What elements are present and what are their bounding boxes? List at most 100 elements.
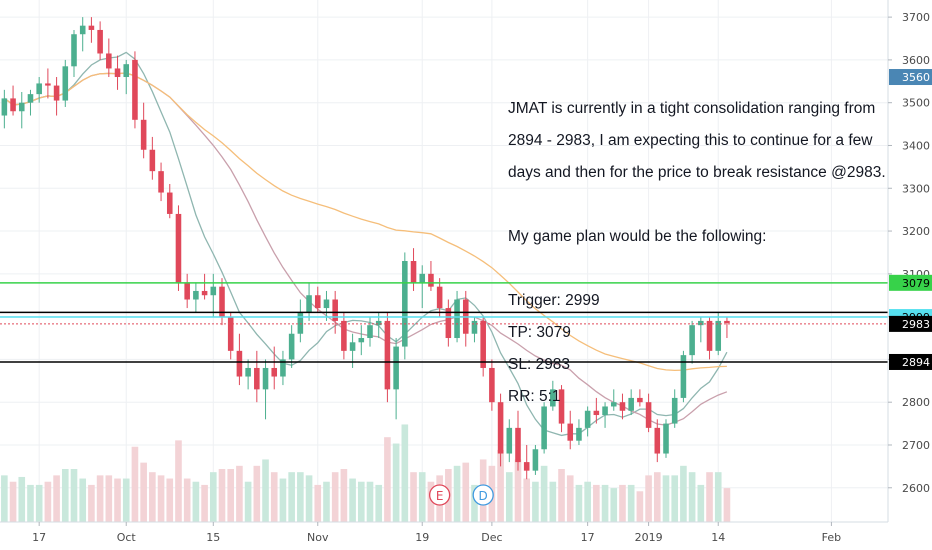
candle[interactable] [637, 389, 643, 407]
candle[interactable] [628, 389, 634, 416]
candle[interactable] [489, 359, 495, 411]
candle[interactable] [297, 299, 304, 343]
candle-body[interactable] [523, 462, 530, 471]
candle-body[interactable] [314, 295, 321, 309]
candle[interactable] [497, 393, 504, 467]
candle-body[interactable] [454, 299, 460, 339]
candle[interactable] [149, 136, 156, 180]
candle-body[interactable] [201, 290, 208, 296]
horizontal-levels[interactable] [0, 282, 888, 363]
candle[interactable] [271, 346, 278, 390]
candle-body[interactable] [671, 397, 678, 424]
candle[interactable] [619, 393, 626, 420]
candle-body[interactable] [567, 423, 574, 441]
candle-body[interactable] [193, 290, 199, 300]
candle[interactable] [419, 265, 426, 309]
candle[interactable] [114, 55, 121, 90]
candle-body[interactable] [79, 25, 86, 35]
candle[interactable] [184, 273, 190, 309]
event-marker[interactable]: E [428, 484, 451, 506]
candle[interactable] [79, 17, 86, 52]
candle[interactable] [576, 419, 582, 445]
candle-body[interactable] [297, 312, 304, 334]
candle-body[interactable] [619, 402, 626, 411]
candle-body[interactable] [645, 402, 652, 428]
candle[interactable] [724, 316, 730, 339]
candle[interactable] [88, 17, 95, 43]
candle-body[interactable] [471, 320, 478, 334]
candle-body[interactable] [698, 320, 704, 326]
candle-body[interactable] [236, 350, 243, 377]
candle-body[interactable] [367, 325, 373, 339]
candle[interactable] [663, 419, 669, 458]
candle[interactable] [262, 359, 269, 420]
candle[interactable] [123, 59, 130, 95]
candle[interactable] [10, 85, 16, 116]
candle[interactable] [254, 350, 260, 403]
candle-body[interactable] [36, 83, 42, 95]
candle-body[interactable] [175, 213, 182, 283]
candle-body[interactable] [489, 367, 495, 403]
candle-body[interactable] [550, 389, 556, 407]
candle[interactable] [193, 282, 199, 313]
time-axis[interactable]: 17 Oct 15 Nov 19 Dec 17 2019 14 Feb [0, 521, 932, 550]
candle[interactable] [567, 410, 574, 450]
candle[interactable] [236, 333, 243, 386]
candle-body[interactable] [610, 402, 617, 407]
candle[interactable] [436, 278, 443, 317]
candle[interactable] [341, 312, 347, 360]
candle[interactable] [384, 312, 391, 403]
candle-body[interactable] [576, 427, 582, 441]
candle-body[interactable] [149, 149, 156, 172]
candle[interactable] [227, 312, 234, 360]
candle[interactable] [306, 282, 312, 321]
candle-body[interactable] [410, 261, 417, 283]
candle-body[interactable] [140, 119, 147, 150]
candle[interactable] [71, 29, 77, 78]
candle[interactable] [97, 21, 103, 60]
candle-body[interactable] [10, 98, 16, 112]
candle[interactable] [132, 51, 138, 129]
candle-body[interactable] [724, 320, 730, 324]
candle-body[interactable] [45, 83, 51, 86]
candle-body[interactable] [541, 406, 547, 450]
candle[interactable] [158, 162, 164, 202]
candle-body[interactable] [436, 286, 443, 309]
candle-body[interactable] [393, 346, 399, 390]
candle-body[interactable] [497, 402, 504, 454]
candle-body[interactable] [680, 355, 687, 398]
candlesticks[interactable] [1, 17, 730, 480]
candle[interactable] [532, 444, 539, 475]
candle[interactable] [175, 205, 182, 291]
candle[interactable] [45, 68, 51, 99]
candle-body[interactable] [506, 427, 513, 454]
candle[interactable] [689, 320, 695, 364]
candle-body[interactable] [18, 102, 25, 112]
candle-body[interactable] [27, 94, 34, 103]
candle[interactable] [393, 338, 399, 420]
candle[interactable] [428, 261, 434, 291]
candle[interactable] [480, 316, 486, 377]
candle[interactable] [402, 252, 408, 360]
candle-body[interactable] [71, 34, 77, 67]
price-axis[interactable]: 2600270028002900300031003200330034003500… [887, 0, 932, 522]
candle[interactable] [1, 89, 8, 129]
candle-body[interactable] [184, 282, 190, 300]
candle[interactable] [541, 402, 547, 454]
candle[interactable] [219, 278, 225, 326]
candle[interactable] [550, 380, 556, 411]
candle[interactable] [27, 89, 34, 116]
candle-body[interactable] [637, 397, 643, 403]
candle-body[interactable] [558, 389, 565, 424]
candle[interactable] [445, 299, 452, 347]
candle[interactable] [645, 393, 652, 433]
candle-body[interactable] [602, 406, 608, 416]
candle[interactable] [314, 286, 321, 313]
candle[interactable] [18, 91, 25, 129]
candle[interactable] [558, 385, 565, 433]
candle[interactable] [610, 389, 617, 411]
candle[interactable] [715, 312, 722, 356]
last-price-tag[interactable]: 3560 [889, 69, 932, 86]
candle-body[interactable] [593, 410, 600, 416]
candle-body[interactable] [280, 359, 286, 377]
